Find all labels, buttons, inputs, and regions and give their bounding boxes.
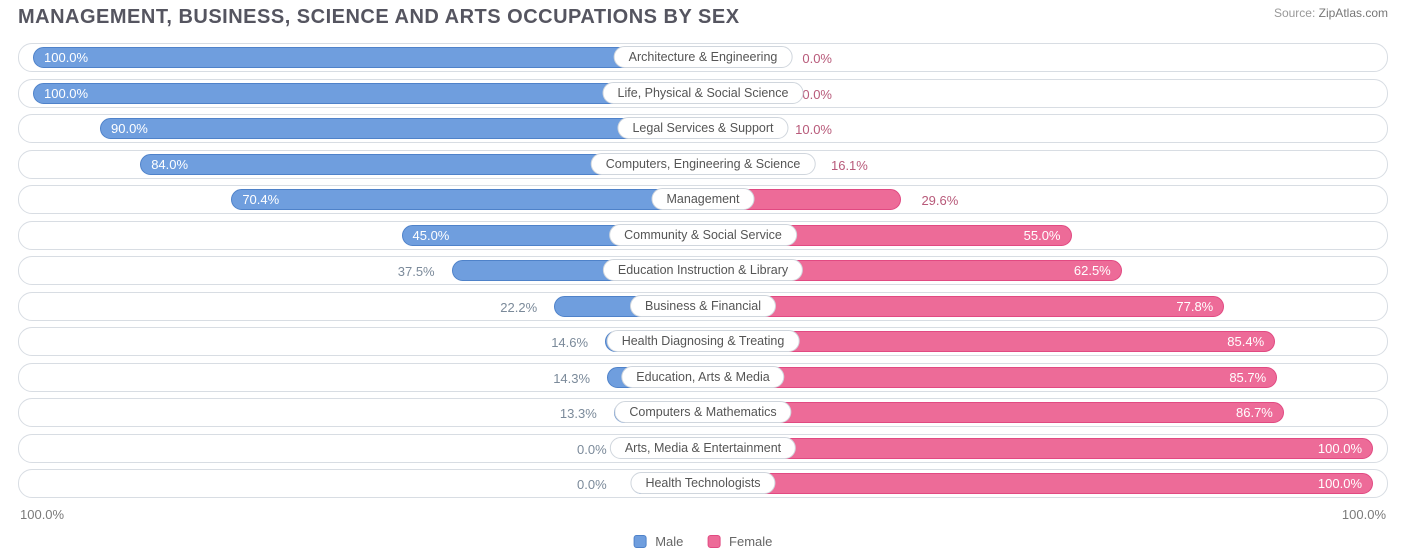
category-label: Health Technologists: [630, 472, 775, 494]
female-bar: 85.7%: [703, 367, 1277, 388]
chart-row: 90.0% 10.0% Legal Services & Support: [18, 114, 1388, 143]
male-value: 0.0%: [577, 442, 607, 457]
legend-female-label: Female: [729, 534, 772, 549]
chart-row: 100.0% 0.0%Life, Physical & Social Scienc…: [18, 79, 1388, 108]
male-value: 90.0%: [111, 121, 148, 136]
male-value: 0.0%: [577, 477, 607, 492]
category-label: Education Instruction & Library: [603, 259, 803, 281]
chart-row: 14.3% 85.7% Education, Arts & Media: [18, 363, 1388, 392]
male-value: 100.0%: [44, 86, 88, 101]
female-bar: 100.0%: [703, 473, 1373, 494]
male-value: 45.0%: [413, 228, 450, 243]
male-swatch-icon: [634, 535, 647, 548]
male-value: 100.0%: [44, 50, 88, 65]
female-value: 29.6%: [921, 193, 958, 208]
male-value: 14.6%: [551, 335, 588, 350]
source-domain: ZipAtlas.com: [1319, 6, 1388, 20]
axis-left-label: 100.0%: [20, 507, 64, 522]
chart-row: 100.0% 0.0% Architecture & Engineering: [18, 43, 1388, 72]
category-label: Life, Physical & Social Science: [603, 82, 804, 104]
female-value: 10.0%: [795, 122, 832, 137]
female-value: 0.0%: [802, 87, 832, 102]
female-value: 62.5%: [1074, 263, 1111, 278]
chart-area: 100.0%0.0%Architecture & Engineering100.…: [0, 39, 1406, 498]
chart-row: 0.0% 100.0% Arts, Media & Entertainment: [18, 434, 1388, 463]
female-value: 85.7%: [1229, 370, 1266, 385]
category-label: Computers, Engineering & Science: [591, 153, 816, 175]
chart-row: 14.6% 85.4% Health Diagnosing & Treating: [18, 327, 1388, 356]
chart-row: 22.2% 77.8% Business & Financial: [18, 292, 1388, 321]
legend-female: Female: [707, 534, 772, 549]
chart-row: 70.4% 29.6% Management: [18, 185, 1388, 214]
category-label: Computers & Mathematics: [614, 401, 791, 423]
category-label: Business & Financial: [630, 295, 776, 317]
chart-row: 37.5% 62.5% Education Instruction & Librar…: [18, 256, 1388, 285]
category-label: Legal Services & Support: [617, 117, 788, 139]
category-label: Health Diagnosing & Treating: [607, 330, 800, 352]
female-value: 77.8%: [1176, 299, 1213, 314]
x-axis: 100.0% 100.0%: [0, 505, 1406, 522]
female-value: 0.0%: [802, 51, 832, 66]
chart-row: 0.0% 100.0% Health Technologists: [18, 469, 1388, 498]
female-value: 16.1%: [831, 158, 868, 173]
legend-male: Male: [634, 534, 684, 549]
male-value: 37.5%: [398, 264, 435, 279]
source-credit: Source: ZipAtlas.com: [1274, 6, 1388, 20]
male-bar: 100.0%: [33, 47, 703, 68]
category-label: Arts, Media & Entertainment: [610, 437, 796, 459]
chart-row: 45.0% 55.0% Community & Social Service: [18, 221, 1388, 250]
source-label: Source:: [1274, 6, 1315, 20]
male-value: 13.3%: [560, 406, 597, 421]
category-label: Community & Social Service: [609, 224, 797, 246]
axis-right-label: 100.0%: [1342, 507, 1386, 522]
female-value: 86.7%: [1236, 405, 1273, 420]
category-label: Management: [652, 188, 755, 210]
female-bar: 100.0%: [703, 438, 1373, 459]
female-value: 85.4%: [1227, 334, 1264, 349]
legend: Male Female: [634, 534, 773, 549]
category-label: Education, Arts & Media: [621, 366, 784, 388]
chart-row: 84.0% 16.1% Computers, Engineering & Scien…: [18, 150, 1388, 179]
chart-row: 13.3% 86.7% Computers & Mathematics: [18, 398, 1388, 427]
male-value: 22.2%: [500, 300, 537, 315]
male-bar: 70.4%: [231, 189, 703, 210]
female-swatch-icon: [707, 535, 720, 548]
header: MANAGEMENT, BUSINESS, SCIENCE AND ARTS O…: [0, 0, 1406, 39]
male-value: 14.3%: [553, 371, 590, 386]
female-value: 55.0%: [1024, 228, 1061, 243]
male-value: 70.4%: [242, 192, 279, 207]
female-value: 100.0%: [1318, 476, 1362, 491]
legend-male-label: Male: [655, 534, 683, 549]
male-bar: 90.0%: [100, 118, 703, 139]
category-label: Architecture & Engineering: [614, 46, 793, 68]
male-value: 84.0%: [151, 157, 188, 172]
female-value: 100.0%: [1318, 441, 1362, 456]
chart-title: MANAGEMENT, BUSINESS, SCIENCE AND ARTS O…: [18, 6, 740, 29]
female-bar: 77.8%: [703, 296, 1224, 317]
